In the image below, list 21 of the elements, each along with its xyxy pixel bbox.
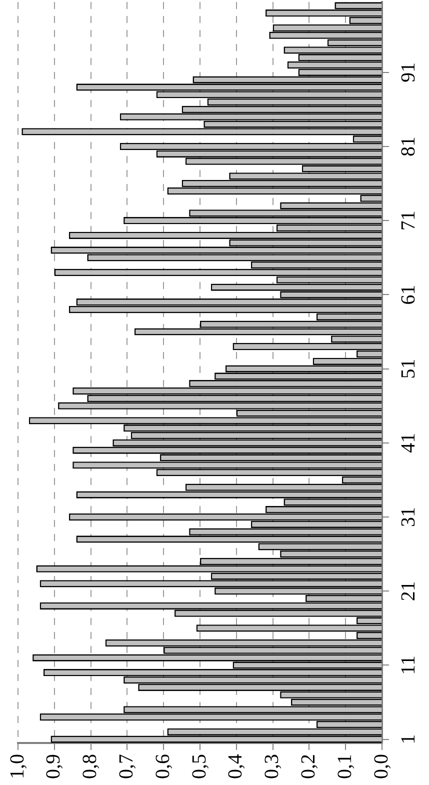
y-tick-label: 61: [397, 284, 420, 305]
y-tick-label: 91: [397, 62, 420, 82]
x-tick-label: 0,5: [188, 754, 210, 779]
y-tick-label: 31: [397, 506, 420, 527]
y-tick-label: 11: [397, 656, 420, 675]
x-tick-label: 0,3: [261, 754, 284, 779]
x-tick-label: 0,2: [297, 754, 320, 779]
x-tick-label: 0,9: [42, 754, 65, 779]
x-tick-label: 0,8: [79, 754, 102, 779]
y-tick-label: 51: [397, 358, 420, 379]
x-tick-label: 0,7: [115, 754, 138, 779]
x-tick-label: 0,0: [370, 754, 392, 779]
y-tick-label: 1: [397, 734, 420, 744]
y-tick-label: 21: [397, 581, 420, 602]
y-tick-label: 71: [397, 210, 420, 231]
y-tick-label: 41: [397, 432, 420, 453]
x-tick-label: 1,0: [6, 754, 28, 779]
x-tick-label: 0,6: [152, 754, 174, 779]
y-tick-label: 81: [397, 136, 420, 156]
x-tick-label: 0,1: [334, 754, 356, 779]
x-tick-label: 0,4: [224, 754, 247, 779]
